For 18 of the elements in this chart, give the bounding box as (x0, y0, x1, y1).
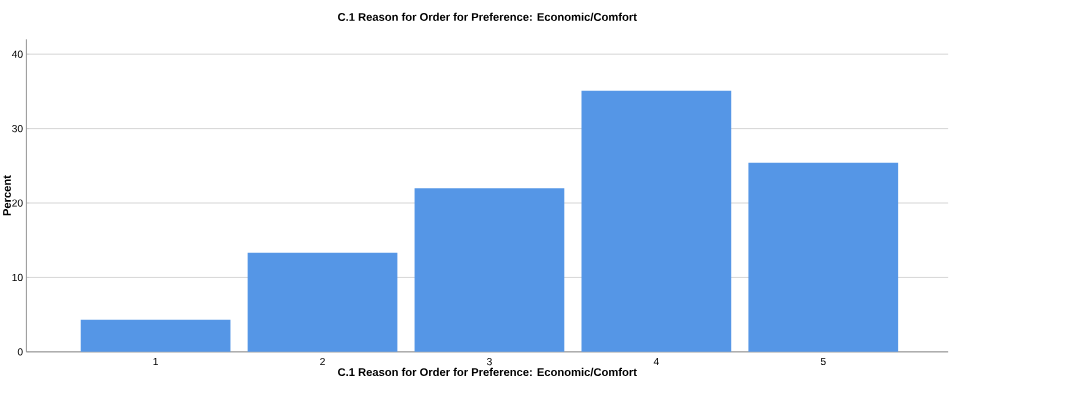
y-tick-label: 10 (12, 273, 23, 281)
y-tick-label: 30 (12, 124, 23, 133)
x-tick-label: 1 (153, 357, 158, 365)
y-axis-title: Percent (3, 175, 11, 216)
bar (748, 162, 899, 352)
x-tick-label: 5 (820, 357, 826, 365)
y-tick-label: 40 (11, 50, 23, 58)
x-tick-label: 4 (653, 357, 659, 365)
y-tick-label: 20 (12, 199, 23, 207)
bar (247, 252, 398, 352)
x-tick-label: 2 (320, 357, 325, 365)
x-tick-label: 3 (486, 357, 492, 366)
y-tick-label: 0 (17, 348, 23, 356)
chart-title: C.1 Reason for Order for Preference: Economic/Comfort (338, 12, 637, 21)
bar (80, 319, 231, 352)
bar (581, 90, 732, 352)
bar (414, 187, 565, 352)
x-axis-title: C.1 Reason for Order for Preference: Economic/Comfort (338, 367, 637, 376)
